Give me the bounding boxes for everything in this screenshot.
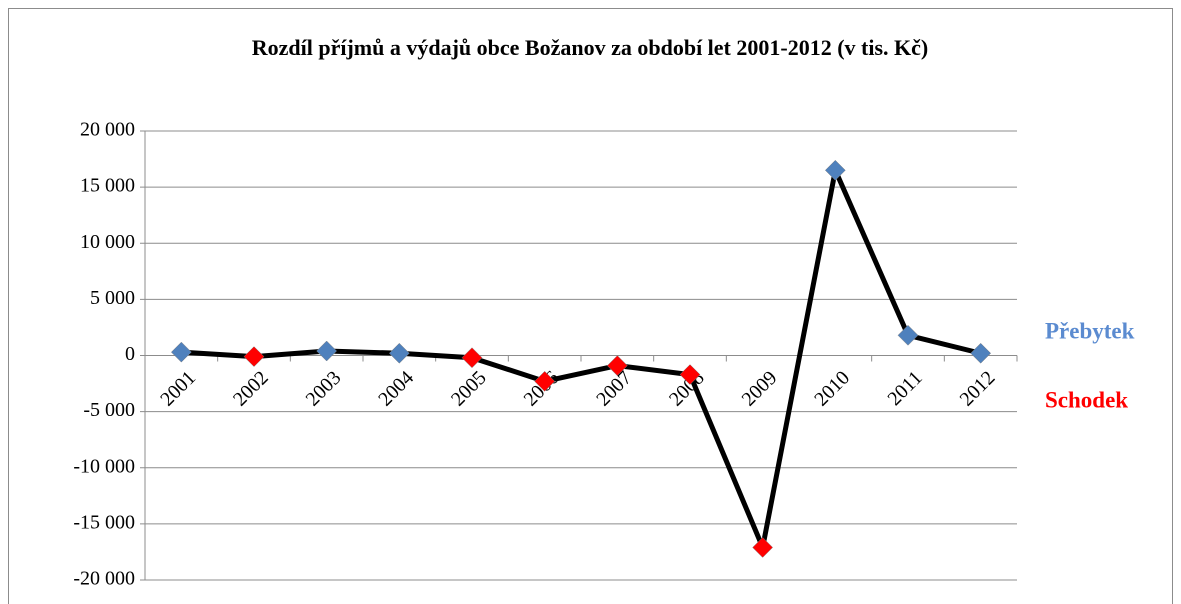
x-tick-label: 2005	[447, 367, 491, 411]
x-tick-label: 2009	[738, 367, 782, 411]
x-tick-label: 2002	[229, 367, 273, 411]
y-tick-label: 15 000	[80, 175, 135, 197]
y-tick-label: -5 000	[83, 399, 135, 421]
y-tick-label: -10 000	[73, 455, 135, 477]
data-marker	[461, 347, 483, 369]
chart-frame	[8, 8, 1173, 604]
x-tick-label: 2012	[956, 367, 1000, 411]
y-tick-label: 0	[125, 343, 135, 365]
data-marker	[606, 355, 628, 376]
x-tick-label: 2007	[592, 367, 636, 411]
y-tick-label: 20 000	[80, 119, 135, 141]
chart-title: Rozdíl příjmů a výdajů obce Božanov za o…	[252, 35, 929, 60]
data-marker	[897, 324, 919, 346]
y-tick-label: -15 000	[73, 511, 135, 533]
data-marker	[316, 340, 338, 362]
x-tick-label: 2001	[156, 367, 200, 411]
annotation: Schodek	[1045, 387, 1128, 412]
data-marker	[970, 342, 992, 364]
data-marker	[243, 346, 265, 367]
x-tick-label: 2011	[883, 367, 926, 410]
y-tick-label: -20 000	[73, 568, 135, 590]
data-marker	[824, 159, 846, 181]
data-marker	[388, 342, 410, 364]
x-tick-label: 2003	[302, 367, 346, 411]
data-marker	[752, 537, 774, 558]
data-marker	[170, 341, 192, 363]
y-tick-label: 5 000	[90, 287, 135, 309]
annotation: Přebytek	[1045, 318, 1135, 343]
data-line	[181, 167, 982, 550]
data-marker	[679, 364, 701, 385]
x-tick-label: 2004	[374, 367, 418, 411]
x-tick-label: 2010	[810, 367, 854, 411]
data-marker	[534, 370, 556, 392]
y-tick-label: 10 000	[80, 231, 135, 253]
